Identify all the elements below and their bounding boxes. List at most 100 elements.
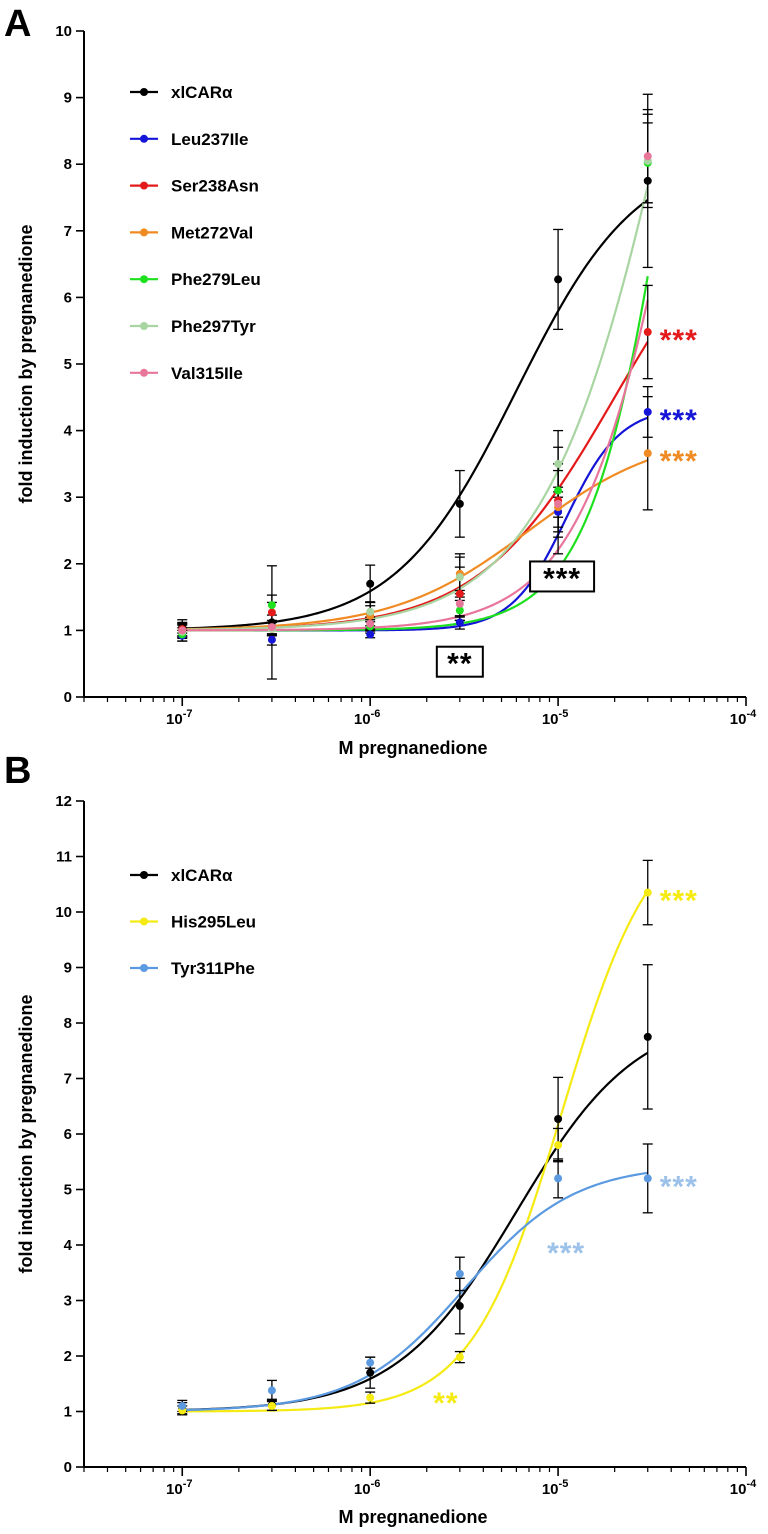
legend-label-val315ile: Val315Ile: [171, 364, 243, 383]
legend-label-ser238asn: Ser238Asn: [171, 177, 259, 196]
significance-label: **: [447, 648, 472, 681]
legend-marker-met272val: [140, 228, 148, 237]
y-tick-label: 2: [64, 556, 72, 573]
data-point-tyr311phe: [178, 1401, 187, 1410]
significance-label: ***: [660, 324, 698, 357]
data-point-ser238asn: [643, 328, 652, 337]
y-tick-label: 0: [64, 1459, 72, 1476]
legend-marker-xlcar: [140, 871, 148, 879]
legend-marker-his295leu: [140, 917, 148, 926]
x-axis-label: M pregnanedione: [338, 1507, 487, 1527]
fit-curve-met272val: [182, 459, 649, 631]
y-tick-label: 4: [64, 423, 73, 440]
y-tick-label: 2: [64, 1348, 72, 1365]
data-point-xlcar: [366, 579, 375, 588]
legend-marker-phe297tyr: [140, 322, 148, 330]
significance-label: ***: [660, 445, 698, 478]
y-tick-label: 3: [64, 1293, 72, 1310]
y-tick-label: 6: [64, 1126, 72, 1143]
x-tick-label: 10-6: [354, 708, 380, 728]
data-point-leu237ile: [267, 635, 276, 644]
data-point-phe297tyr: [554, 459, 563, 468]
annotation-box: [529, 560, 596, 593]
y-axis-label: fold induction by pregnanedione: [16, 225, 36, 504]
data-point-xlcar: [455, 1302, 464, 1311]
data-point-xlcar: [366, 1368, 375, 1377]
y-tick-label: 12: [55, 793, 72, 810]
legend-label-phe297tyr: Phe297Tyr: [171, 317, 256, 336]
fit-curve-xlcar: [182, 199, 649, 630]
legend-marker-tyr311phe: [140, 964, 148, 972]
data-point-val315ile: [267, 623, 276, 632]
data-point-xlcar: [554, 275, 563, 284]
y-tick-label: 9: [64, 90, 72, 107]
data-point-tyr311phe: [554, 1174, 563, 1183]
y-tick-label: 5: [64, 1182, 72, 1199]
data-point-ser238asn: [455, 589, 464, 598]
data-point-leu237ile: [643, 407, 652, 416]
y-tick-label: 3: [64, 489, 72, 506]
legend-label-xlcar: xlCARα: [171, 866, 233, 885]
x-tick-label: 10-7: [166, 1478, 192, 1498]
data-point-phe297tyr: [366, 607, 375, 616]
data-point-xlcar: [455, 499, 464, 508]
data-point-phe297tyr: [455, 573, 464, 582]
legend-marker-leu237ile: [140, 134, 148, 143]
y-tick-label: 8: [64, 1015, 72, 1032]
data-point-his295leu: [455, 1353, 464, 1362]
panel-b-letter: B: [4, 750, 31, 792]
x-tick-label: 10-7: [166, 708, 192, 728]
legend-label-tyr311phe: Tyr311Phe: [171, 959, 255, 978]
data-point-met272val: [643, 449, 652, 458]
data-point-phe279leu: [267, 601, 276, 610]
x-tick-label: 10-5: [542, 708, 568, 728]
y-tick-label: 10: [55, 23, 72, 40]
legend-label-met272val: Met272Val: [171, 223, 253, 242]
y-tick-label: 8: [64, 156, 72, 173]
x-tick-label: 10-5: [542, 1478, 568, 1498]
data-point-val315ile: [178, 626, 187, 635]
significance-label: ***: [547, 1237, 585, 1270]
data-point-tyr311phe: [643, 1174, 652, 1183]
y-tick-label: 10: [55, 904, 72, 921]
data-point-xlcar: [554, 1115, 563, 1124]
x-axis-label: M pregnanedione: [338, 738, 487, 758]
fit-curve-his295leu: [182, 890, 649, 1413]
y-axis-label: fold induction by pregnanedione: [16, 995, 36, 1274]
data-point-his295leu: [366, 1393, 375, 1402]
y-tick-label: 7: [64, 223, 72, 240]
data-point-leu237ile: [366, 630, 375, 639]
data-point-phe279leu: [554, 486, 563, 495]
data-point-leu237ile: [455, 618, 464, 627]
y-tick-label: 0: [64, 689, 72, 706]
significance-label: ***: [660, 885, 698, 918]
data-point-tyr311phe: [366, 1358, 375, 1367]
legend-marker-val315ile: [140, 368, 148, 377]
data-point-phe279leu: [455, 606, 464, 615]
legend-label-xlcar: xlCARα: [171, 83, 233, 102]
y-tick-label: 9: [64, 960, 72, 977]
fit-curve-tyr311phe: [182, 1171, 648, 1412]
y-tick-label: 1: [64, 622, 72, 639]
data-point-tyr311phe: [455, 1269, 464, 1278]
legend-label-leu237ile: Leu237Ile: [171, 130, 249, 149]
fit-curve-xlcar: [182, 1051, 649, 1412]
y-tick-label: 4: [64, 1237, 73, 1254]
legend-label-his295leu: His295Leu: [171, 913, 256, 932]
significance-label: **: [433, 1387, 458, 1420]
data-point-val315ile: [554, 499, 563, 508]
x-tick-label: 10-6: [354, 1478, 380, 1498]
legend-label-phe279leu: Phe279Leu: [171, 270, 261, 289]
annotation-box: [435, 645, 484, 678]
legend-marker-ser238asn: [140, 181, 148, 190]
data-point-his295leu: [554, 1141, 563, 1150]
fit-curve-val315ile: [182, 299, 649, 632]
y-tick-label: 11: [56, 849, 72, 866]
data-point-his295leu: [267, 1401, 276, 1410]
y-tick-label: 6: [64, 289, 72, 306]
data-point-val315ile: [643, 152, 652, 161]
panel-a-letter: A: [4, 3, 31, 45]
panel-a-chart: 0 1 2 3 4 5 6 7 8 9 10 10-7 10-6 10-5 10-4 M pregnanedi…: [16, 23, 757, 758]
significance-label: ***: [660, 404, 698, 437]
